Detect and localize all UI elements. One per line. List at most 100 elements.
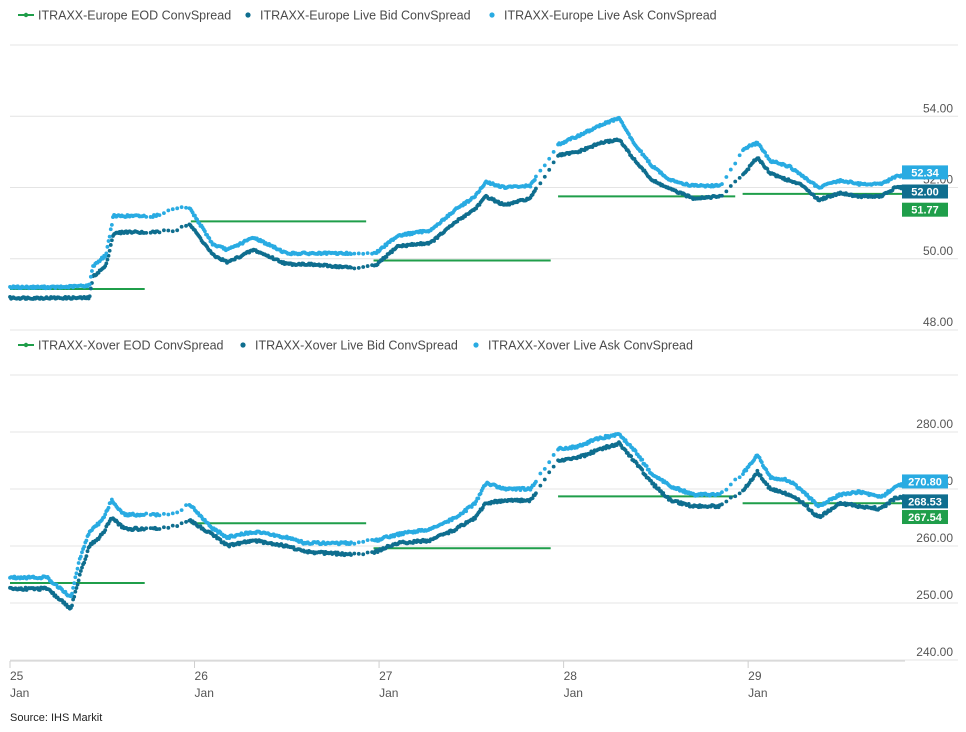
data-point	[737, 491, 742, 496]
data-point	[74, 586, 79, 590]
data-point	[728, 495, 733, 500]
data-point	[720, 502, 724, 507]
data-point	[724, 499, 729, 504]
data-point	[737, 475, 742, 480]
data-point	[82, 544, 87, 549]
data-point	[627, 132, 631, 137]
data-point	[103, 528, 108, 533]
data-point	[480, 505, 485, 510]
data-point	[193, 213, 197, 218]
data-point	[728, 167, 733, 172]
panel-europe: ITRAXX-Europe EOD ConvSpread ITRAXX-Europ…	[8, 9, 958, 331]
data-point	[184, 520, 188, 524]
data-point	[733, 477, 738, 482]
data-point	[633, 448, 638, 453]
data-point	[83, 557, 88, 562]
data-point	[720, 193, 724, 198]
legend-eod-marker-icon	[23, 342, 29, 348]
data-point	[107, 234, 112, 239]
data-point	[80, 550, 84, 555]
data-point	[75, 566, 80, 571]
data-point	[728, 184, 733, 188]
data-point	[207, 236, 212, 241]
data-point	[720, 490, 724, 495]
data-point	[157, 213, 162, 218]
x-tick-month: Jan	[195, 686, 214, 700]
legend-label: ITRAXX-Europe EOD ConvSpread	[38, 9, 231, 23]
data-point	[356, 251, 361, 256]
data-point	[547, 470, 552, 475]
last-value-flag: 270.80	[902, 474, 948, 489]
ask-series	[8, 115, 907, 291]
data-point	[157, 230, 162, 235]
data-point	[202, 229, 207, 234]
data-point	[170, 207, 175, 212]
data-point	[534, 479, 538, 484]
data-point	[166, 228, 171, 233]
data-point	[887, 501, 892, 506]
data-point	[733, 494, 738, 499]
legend-label: ITRAXX-Xover Live Bid ConvSpread	[255, 339, 458, 353]
data-point	[175, 206, 180, 211]
legend-eod-marker-icon	[23, 12, 29, 18]
data-point	[162, 228, 166, 233]
data-point	[724, 189, 729, 194]
data-point	[728, 482, 733, 487]
flag-label: 267.54	[908, 512, 943, 524]
data-point	[179, 521, 184, 526]
data-point	[109, 222, 114, 227]
data-point	[104, 251, 109, 256]
data-point	[170, 523, 175, 528]
data-point	[78, 569, 83, 573]
data-point	[78, 554, 83, 559]
flag-box	[902, 474, 948, 489]
data-point	[104, 261, 109, 266]
y-tick-label: 260.00	[916, 531, 953, 545]
data-point	[755, 468, 760, 473]
data-point	[361, 552, 366, 557]
legend-item: ITRAXX-Xover EOD ConvSpread	[18, 339, 224, 353]
last-value-flag: 267.54	[902, 510, 948, 525]
flag-box	[902, 184, 948, 199]
data-point	[478, 491, 483, 496]
data-point	[547, 167, 552, 172]
data-point	[87, 282, 92, 287]
data-point	[765, 482, 770, 487]
legend-item: ITRAXX-Xover Live Bid ConvSpread	[240, 339, 458, 353]
data-point	[891, 498, 896, 503]
data-point	[361, 539, 366, 544]
data-point	[644, 464, 649, 468]
data-point	[166, 208, 171, 213]
data-point	[76, 578, 81, 583]
flag-label: 51.77	[911, 205, 939, 217]
data-point	[733, 161, 738, 166]
data-point	[144, 215, 149, 219]
data-point	[80, 565, 84, 570]
data-point	[103, 512, 108, 517]
x-tick-month: Jan	[748, 686, 767, 700]
data-point	[77, 572, 82, 577]
data-point	[179, 224, 184, 229]
data-point	[551, 150, 556, 154]
bid-series	[8, 137, 907, 301]
data-point	[551, 160, 556, 165]
y-tick-label: 240.00	[916, 645, 953, 659]
legend-label: ITRAXX-Xover EOD ConvSpread	[38, 339, 224, 353]
data-point	[71, 585, 76, 590]
data-point	[90, 269, 94, 273]
data-point	[759, 460, 764, 465]
data-point	[184, 503, 188, 508]
data-point	[184, 223, 188, 228]
data-point	[105, 244, 110, 249]
x-tick-day: 26	[195, 669, 209, 683]
data-point	[356, 551, 361, 556]
data-point	[162, 525, 166, 530]
data-point	[352, 551, 357, 556]
flag-box	[902, 494, 948, 509]
ask-series	[8, 432, 907, 599]
data-point	[551, 453, 556, 457]
data-point	[108, 227, 113, 232]
data-point	[737, 175, 742, 180]
data-point	[365, 550, 370, 555]
data-point	[144, 231, 149, 235]
